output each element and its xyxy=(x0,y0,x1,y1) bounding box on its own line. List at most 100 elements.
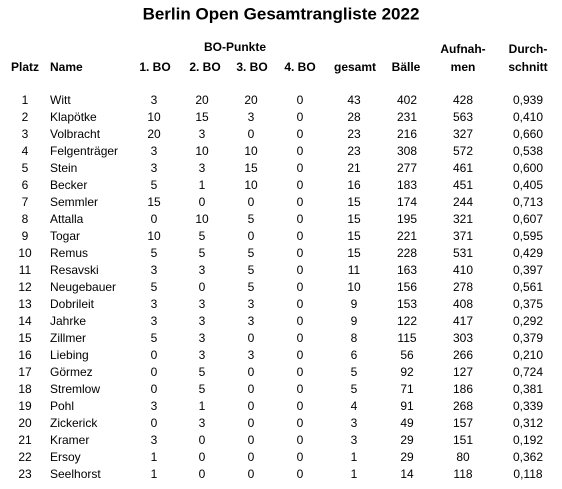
table-cell: 0 xyxy=(199,450,206,464)
table-cell: 20 xyxy=(195,93,209,107)
table-cell: 10 xyxy=(244,144,258,158)
table-cell: Stein xyxy=(50,161,77,175)
table-cell: 0 xyxy=(297,416,304,430)
table-cell: 3 xyxy=(199,263,206,277)
table-cell: 303 xyxy=(453,331,473,345)
table-cell: 371 xyxy=(453,229,473,243)
table-cell: 3 xyxy=(151,433,158,447)
table-cell: 1 xyxy=(351,450,358,464)
table-cell: 29 xyxy=(400,433,414,447)
table-cell: 0 xyxy=(199,467,206,481)
table-cell: 0 xyxy=(297,314,304,328)
table-cell: 10 xyxy=(147,229,161,243)
table-cell: 20 xyxy=(244,93,258,107)
table-cell: 20 xyxy=(147,127,161,141)
table-cell: 16 xyxy=(18,348,32,362)
table-cell: 5 xyxy=(151,280,158,294)
table-cell: 91 xyxy=(400,399,414,413)
table-cell: 0 xyxy=(297,263,304,277)
table-cell: 151 xyxy=(453,433,473,447)
table-cell: 3 xyxy=(151,314,158,328)
table-cell: 3 xyxy=(199,314,206,328)
table-cell: 3 xyxy=(351,433,358,447)
table-cell: 3 xyxy=(199,348,206,362)
table-cell: 174 xyxy=(397,195,417,209)
table-cell: 5 xyxy=(351,382,358,396)
table-cell: Semmler xyxy=(50,195,98,209)
table-cell: 0 xyxy=(297,348,304,362)
table-cell: 21 xyxy=(347,161,361,175)
table-cell: 0 xyxy=(297,297,304,311)
column-header: Name xyxy=(50,60,83,74)
table-cell: 402 xyxy=(397,93,417,107)
table-cell: Pohl xyxy=(50,399,74,413)
table-cell: 0 xyxy=(199,195,206,209)
group-header: BO-Punkte xyxy=(204,40,266,54)
table-cell: 153 xyxy=(397,297,417,311)
table-cell: 10 xyxy=(147,110,161,124)
table-cell: Stremlow xyxy=(50,382,100,396)
column-header: Bälle xyxy=(392,60,421,74)
table-cell: 10 xyxy=(195,212,209,226)
table-cell: 0 xyxy=(151,348,158,362)
table-cell: 0 xyxy=(151,212,158,226)
table-cell: 451 xyxy=(453,178,473,192)
table-cell: 277 xyxy=(397,161,417,175)
table-cell: 3 xyxy=(199,161,206,175)
table-cell: 3 xyxy=(199,416,206,430)
table-cell: 5 xyxy=(151,246,158,260)
table-cell: 3 xyxy=(199,297,206,311)
title: Berlin Open Gesamtrangliste 2022 xyxy=(143,4,420,23)
table-cell: 92 xyxy=(400,365,414,379)
table-cell: 157 xyxy=(453,416,473,430)
table-cell: 308 xyxy=(397,144,417,158)
table-cell: 0 xyxy=(297,450,304,464)
table-cell: 14 xyxy=(400,467,414,481)
table-cell: 572 xyxy=(453,144,473,158)
table-cell: 2 xyxy=(22,110,29,124)
table-cell: 8 xyxy=(22,212,29,226)
column-header: 2. BO xyxy=(189,60,220,74)
table-cell: 216 xyxy=(397,127,417,141)
table-cell: 3 xyxy=(351,416,358,430)
table-cell: 3 xyxy=(248,348,255,362)
table-cell: 0,429 xyxy=(513,246,543,260)
table-cell: 0 xyxy=(297,331,304,345)
table-cell: 20 xyxy=(18,416,32,430)
table-cell: 0,724 xyxy=(513,365,543,379)
table-cell: 9 xyxy=(351,314,358,328)
table-cell: Jahrke xyxy=(50,314,86,328)
table-cell: Klapötke xyxy=(50,110,97,124)
table-cell: 183 xyxy=(397,178,417,192)
table-cell: 0,312 xyxy=(513,416,543,430)
table-cell: 5 xyxy=(22,161,29,175)
table-cell: 3 xyxy=(248,110,255,124)
table-cell: 71 xyxy=(400,382,414,396)
table-cell: 15 xyxy=(347,229,361,243)
table-cell: Zickerick xyxy=(50,416,98,430)
table-cell: 410 xyxy=(453,263,473,277)
table-cell: 0 xyxy=(199,433,206,447)
table-cell: 0,939 xyxy=(513,93,543,107)
table-cell: 13 xyxy=(18,297,32,311)
table-cell: 0,379 xyxy=(513,331,543,345)
table-cell: 5 xyxy=(248,246,255,260)
table-cell: 11 xyxy=(348,263,361,277)
table-cell: 278 xyxy=(453,280,473,294)
column-header: 1. BO xyxy=(139,60,170,74)
table-cell: 266 xyxy=(453,348,473,362)
table-cell: 0,600 xyxy=(513,161,543,175)
table-cell: Remus xyxy=(50,246,88,260)
table-cell: Witt xyxy=(50,93,71,107)
table-cell: 0 xyxy=(248,399,255,413)
table-cell: 0 xyxy=(248,229,255,243)
table-cell: 0 xyxy=(248,382,255,396)
table-cell: 0,405 xyxy=(513,178,543,192)
table-cell: 0 xyxy=(297,246,304,260)
table-cell: 43 xyxy=(347,93,361,107)
table-cell: 15 xyxy=(347,246,361,260)
table-cell: 1 xyxy=(199,399,206,413)
table-cell: 5 xyxy=(199,229,206,243)
table-cell: 0 xyxy=(297,161,304,175)
